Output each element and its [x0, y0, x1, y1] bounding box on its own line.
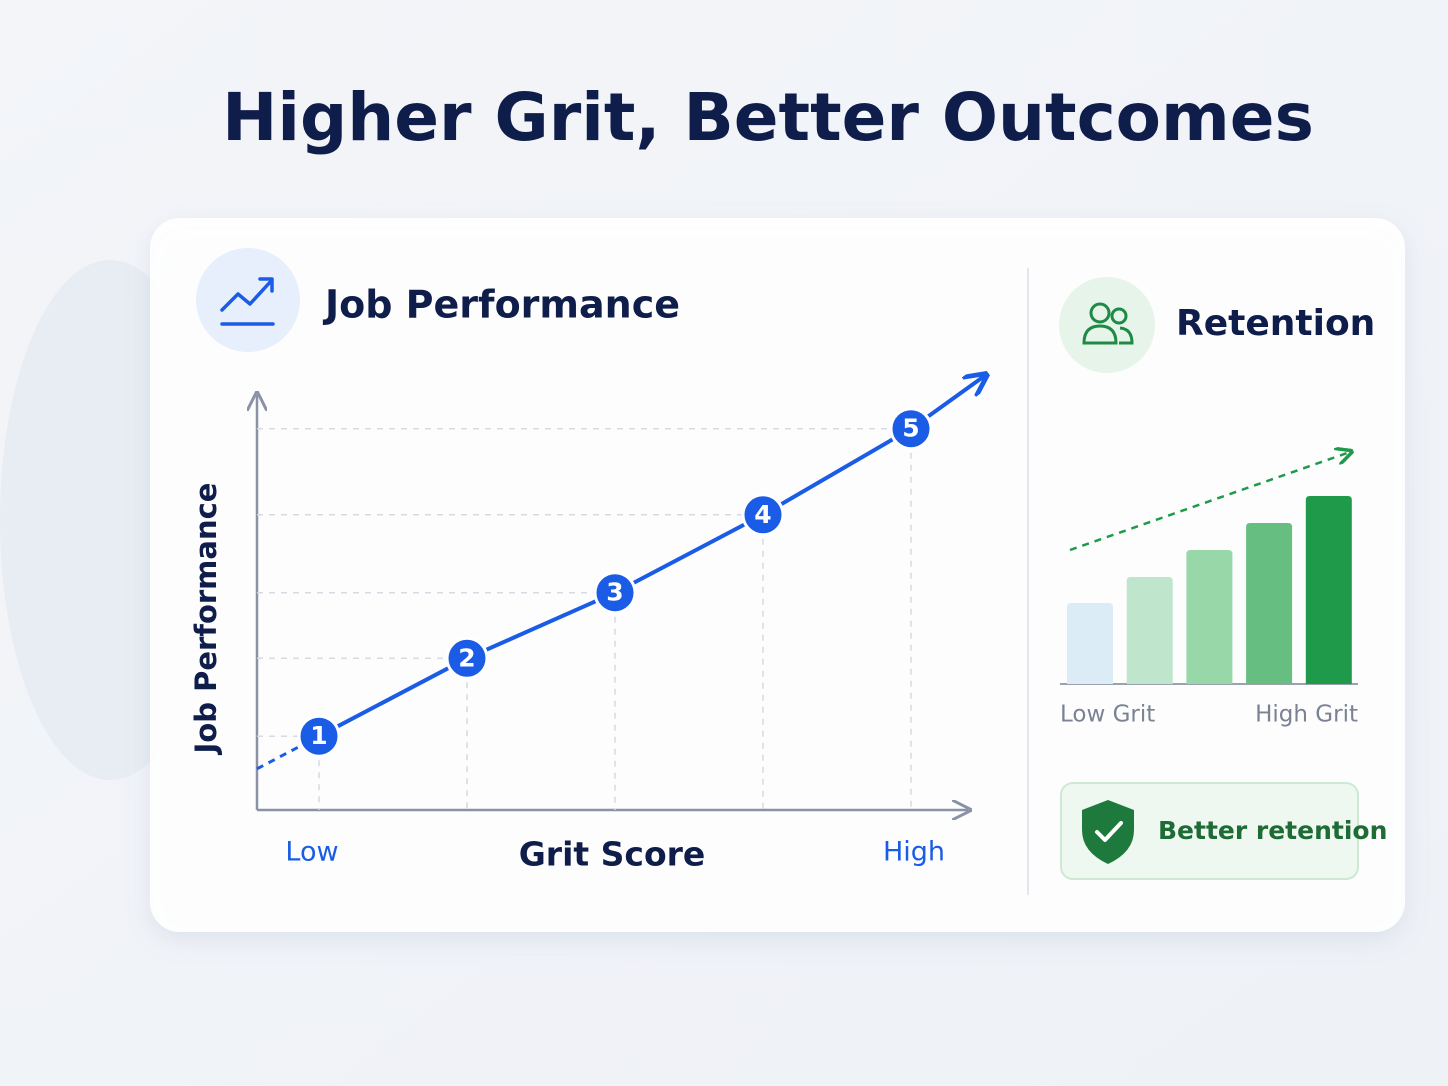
retention-icon-bg: [1059, 277, 1155, 373]
badge: [1060, 782, 1359, 880]
panel-title: Retention: [1176, 303, 1375, 344]
x-start-label: Low: [285, 837, 338, 868]
performance-icon-bg: [196, 248, 300, 352]
marker: [593, 571, 637, 615]
trend-arrow: [1069, 452, 1350, 552]
page-title: Higher Grit, Better Outcomes: [222, 79, 1314, 156]
bar: [1126, 577, 1173, 684]
marker: [297, 714, 341, 758]
marker: [445, 636, 489, 680]
retention-icon: [1082, 302, 1134, 345]
panel-title: Job Performance: [322, 283, 680, 327]
marker-label: 1: [310, 721, 327, 750]
check-icon: [1095, 821, 1123, 842]
marker: [741, 493, 785, 537]
marker-label: 5: [902, 414, 919, 443]
bar: [1186, 550, 1233, 684]
badge-text: Better retention: [1158, 816, 1387, 845]
performance-icon: [220, 277, 275, 326]
bar: [1067, 603, 1113, 684]
marker: [889, 407, 933, 451]
marker-label: 3: [606, 578, 623, 607]
x-end-label: High: [883, 837, 945, 868]
shield-icon: [1082, 800, 1134, 864]
x-start-label: Low Grit: [1060, 702, 1155, 728]
x-axis-label: Grit Score: [519, 835, 706, 874]
marker-label: 2: [458, 643, 475, 672]
bar: [1246, 523, 1293, 684]
x-end-label: High Grit: [1255, 702, 1358, 728]
bar: [1305, 496, 1352, 684]
card: [150, 218, 1405, 932]
y-axis-label: Job Performance: [189, 483, 223, 756]
marker-label: 4: [754, 500, 771, 529]
